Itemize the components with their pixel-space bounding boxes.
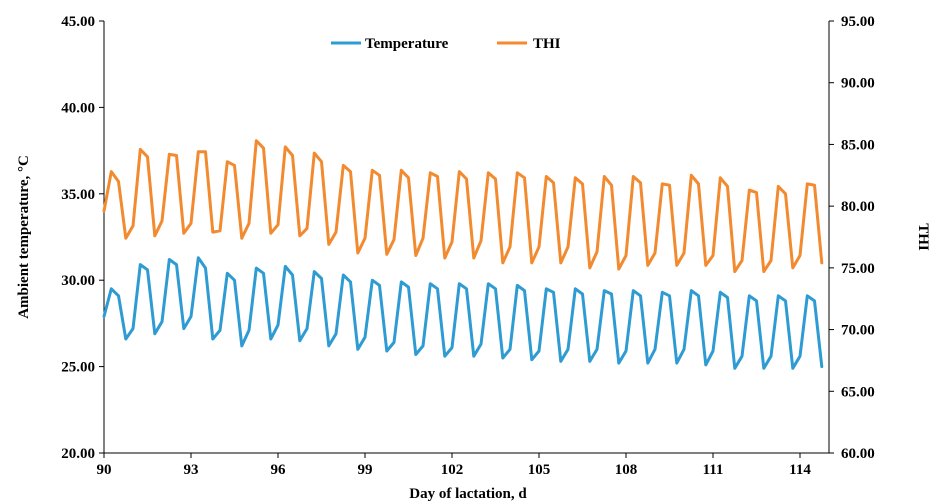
right-y-tick-label: 90.00 (841, 76, 875, 92)
x-axis-title: Day of lactation, d (409, 486, 527, 502)
left-y-axis-title: Ambient temperature, °C (16, 155, 32, 319)
left-y-tick-label: 25.00 (61, 360, 95, 376)
left-y-tick-label: 30.00 (61, 273, 95, 289)
x-axis-ticks: 90 93 96 99 102 105 108 111 114 (97, 453, 811, 478)
series-line-temperature (102, 256, 824, 370)
series-layer (102, 139, 824, 370)
left-y-axis-ticks: 20.00 25.00 30.00 35.00 40.00 45.00 (61, 14, 104, 462)
left-y-tick-label: 20.00 (61, 446, 95, 462)
left-y-tick-label: 40.00 (61, 100, 95, 116)
x-tick-label: 99 (358, 462, 373, 478)
right-y-tick-label: 85.00 (841, 137, 875, 153)
x-tick-label: 108 (615, 462, 638, 478)
x-tick-label: 111 (703, 462, 724, 478)
x-tick-label: 90 (97, 462, 112, 478)
right-y-tick-label: 80.00 (841, 199, 875, 215)
x-tick-label: 105 (528, 462, 551, 478)
right-y-tick-label: 70.00 (841, 323, 875, 339)
right-y-tick-label: 75.00 (841, 261, 875, 277)
right-y-tick-label: 95.00 (841, 14, 875, 30)
right-y-tick-label: 60.00 (841, 446, 875, 462)
x-tick-label: 102 (441, 462, 464, 478)
right-y-axis-title: THI (915, 223, 929, 251)
series-line-thi (102, 139, 824, 274)
left-y-tick-label: 35.00 (61, 187, 95, 203)
legend-label-thi: THI (533, 36, 561, 52)
legend-label-temperature: Temperature (365, 36, 449, 52)
x-tick-label: 96 (271, 462, 287, 478)
plot-frame (103, 21, 830, 454)
right-y-axis-ticks: 60.00 65.00 70.00 75.00 80.00 85.00 90.00 95.00 (829, 14, 875, 462)
x-tick-label: 114 (789, 462, 811, 478)
right-y-tick-label: 65.00 (841, 384, 875, 400)
left-y-tick-label: 45.00 (61, 14, 95, 30)
x-tick-label: 93 (184, 462, 199, 478)
legend: Temperature THI (331, 36, 561, 52)
